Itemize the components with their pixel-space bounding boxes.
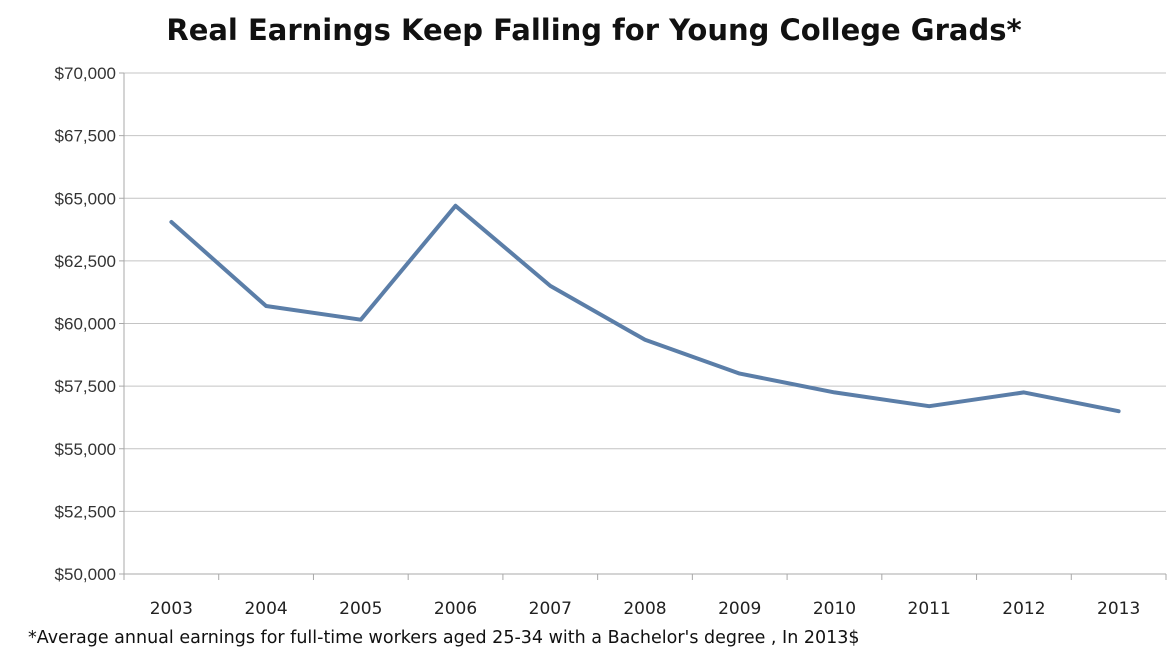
series-line bbox=[169, 203, 1121, 414]
y-tick-label: $70,000 bbox=[55, 64, 116, 83]
x-tick-label: 2007 bbox=[529, 599, 572, 619]
x-tick-label: 2010 bbox=[813, 599, 856, 619]
y-tick-label: $52,500 bbox=[55, 502, 116, 521]
x-tick-label: 2012 bbox=[1002, 599, 1045, 619]
y-tick-label: $57,500 bbox=[55, 377, 116, 396]
y-tick-labels: $70,000 $67,500 $65,000 $62,500 $60,000 $57,5… bbox=[55, 64, 116, 584]
chart-footnote: *Average annual earnings for full-time w… bbox=[28, 628, 860, 648]
y-tick-label: $60,000 bbox=[55, 315, 116, 334]
x-tick-label: 2008 bbox=[623, 599, 666, 619]
x-tick-label: 2011 bbox=[908, 599, 951, 619]
x-tick-label: 2006 bbox=[434, 599, 477, 619]
y-tick-label: $67,500 bbox=[55, 127, 116, 146]
y-tick-label: $62,500 bbox=[55, 252, 116, 271]
x-tick-label: 2004 bbox=[244, 599, 287, 619]
axes bbox=[119, 72, 1167, 580]
y-tick-label: $50,000 bbox=[55, 565, 116, 584]
x-tick-labels: 2003 2004 2005 2006 2007 2008 2009 2010 2011 2012… bbox=[150, 599, 1141, 619]
x-tick-label: 2005 bbox=[339, 599, 382, 619]
grid-lines bbox=[124, 72, 1166, 512]
y-tick-label: $65,000 bbox=[55, 189, 116, 208]
x-tick-label: 2003 bbox=[150, 599, 193, 619]
x-tick-label: 2009 bbox=[718, 599, 761, 619]
y-tick-label: $55,000 bbox=[55, 440, 116, 459]
chart-title: Real Earnings Keep Falling for Young Col… bbox=[166, 13, 1021, 47]
series-lines bbox=[169, 203, 1121, 414]
x-tick-label: 2013 bbox=[1097, 599, 1140, 619]
